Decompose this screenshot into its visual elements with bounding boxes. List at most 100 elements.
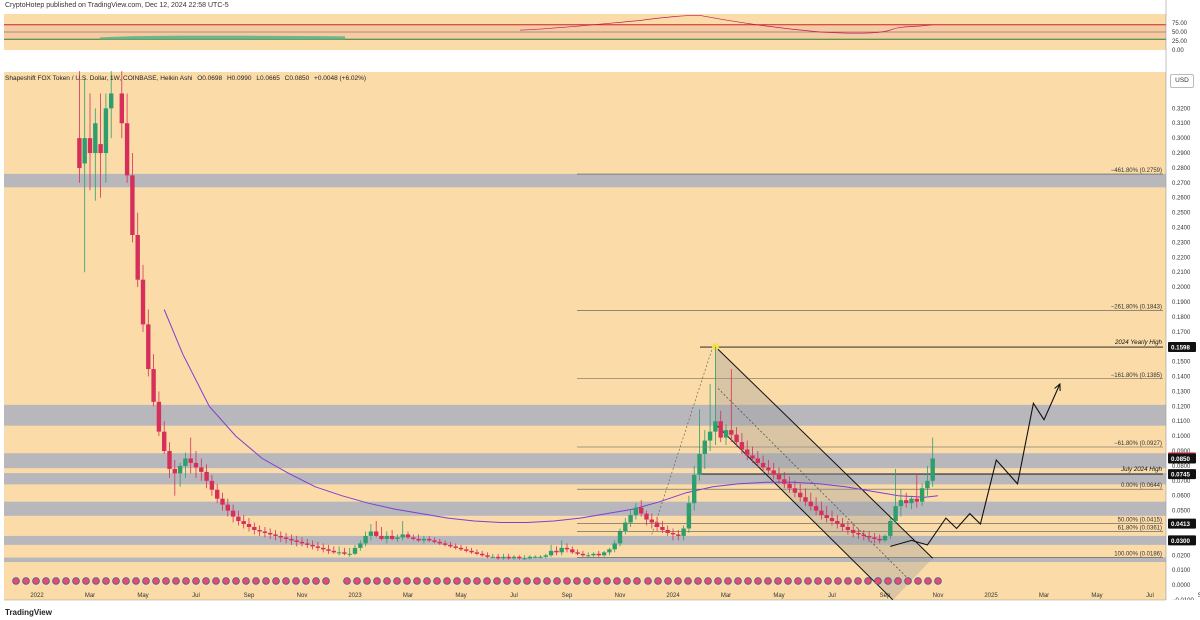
event-marker [764,577,772,585]
candle-body [98,144,103,154]
candle-body [782,479,787,484]
event-marker [463,577,471,585]
fib-label: −461.80% (0.2759) [1111,168,1162,174]
sr-zone [4,473,1166,485]
event-marker [644,577,652,585]
candle-body [124,123,130,176]
sr-zone [4,173,1166,188]
event-marker [182,577,190,585]
candle-body [167,451,172,469]
event-marker [302,577,310,585]
candle-body [718,421,723,438]
price-tag-bg [1168,535,1196,546]
x-tick-label: Jul [1146,593,1154,599]
legend-open: O0.0698 [197,75,223,82]
candle-body [586,555,591,557]
candle-body [262,531,268,533]
event-marker [222,577,230,585]
candle-body [363,535,368,544]
y-tick-label: 0.1700 [1172,330,1191,336]
candle-body [395,537,400,539]
candle-body [458,547,464,550]
y-tick-label: 0.3200 [1172,106,1191,112]
annotation-label: 2024 Yearly High [1114,339,1163,346]
y-tick-label: 0.2200 [1172,255,1191,261]
tradingview-logo: TradingView [5,608,52,617]
candle-body [538,556,543,558]
candle-body [644,513,649,520]
candle-body [776,474,782,480]
candle-body [389,535,395,539]
event-marker [383,577,391,585]
sr-zone [4,453,1166,469]
rsi-oversold-fill [100,35,345,40]
event-marker [292,577,300,585]
candle-body [919,488,925,502]
event-marker [433,577,441,585]
candle-body [654,522,660,527]
candle-body [411,537,416,539]
channel-upper-line [715,346,934,559]
x-tick-label: Sep [244,593,255,599]
candle-body [888,521,893,536]
event-marker [724,577,732,585]
event-marker [423,577,431,585]
legend-symbol[interactable]: Shapeshift FOX Token / U.S. Dollar, 1W, … [5,75,193,82]
candle-body [209,480,215,490]
event-marker [152,577,160,585]
rsi-tick-label: 50.00 [1172,30,1188,36]
projection-path [890,383,1061,547]
event-marker [353,577,361,585]
candle-body [723,430,729,438]
candle-body [87,138,93,154]
candle-body [760,462,766,468]
event-marker [92,577,100,585]
candle-body [548,550,554,556]
y-tick-label: 0.2400 [1172,226,1191,232]
y-tick-label: 0.2900 [1172,151,1191,157]
event-marker [744,577,752,585]
event-marker [12,577,20,585]
candle-body [183,458,188,466]
price-tag-bg [1168,453,1196,464]
price-tag-label: 0.0850 [1171,456,1190,463]
candle-body [432,540,437,542]
x-tick-label: Mar [85,593,95,599]
event-marker [132,577,140,585]
y-tick-label: 0.1100 [1172,419,1191,425]
x-tick-label: 2024 [666,593,680,599]
brand-name: TradingView [5,608,52,617]
projection-arrow-head [1054,382,1061,391]
legend-change: +0.0048 (+6.02%) [314,75,367,82]
x-tick-label: Mar [1039,593,1049,599]
event-marker [613,577,621,585]
event-marker [503,577,511,585]
candle-body [882,535,888,541]
y-tick-label: 0.0900 [1172,449,1191,455]
event-marker [934,577,942,585]
candle-body [421,538,427,541]
candle-body [872,537,877,539]
candle-body [824,515,829,519]
event-marker [583,577,591,585]
event-marker [553,577,561,585]
candle-body [580,553,586,556]
y-tick-label: 0.3000 [1172,136,1191,142]
y-tick-label: 0.0100 [1172,568,1191,574]
candle-body [172,468,177,474]
event-marker [664,577,672,585]
time-axis-bg [0,600,1200,620]
event-marker [654,577,662,585]
event-marker [874,577,882,585]
candle-body [442,543,448,545]
currency-button[interactable]: USD [1170,74,1194,88]
event-marker [322,577,330,585]
candle-body [522,558,527,560]
candle-body [225,504,230,511]
event-marker [704,577,712,585]
event-marker [453,577,461,585]
candle-body [241,521,246,525]
candle-body [607,549,612,553]
x-tick-label: May [773,593,784,599]
candle-body [188,458,193,463]
